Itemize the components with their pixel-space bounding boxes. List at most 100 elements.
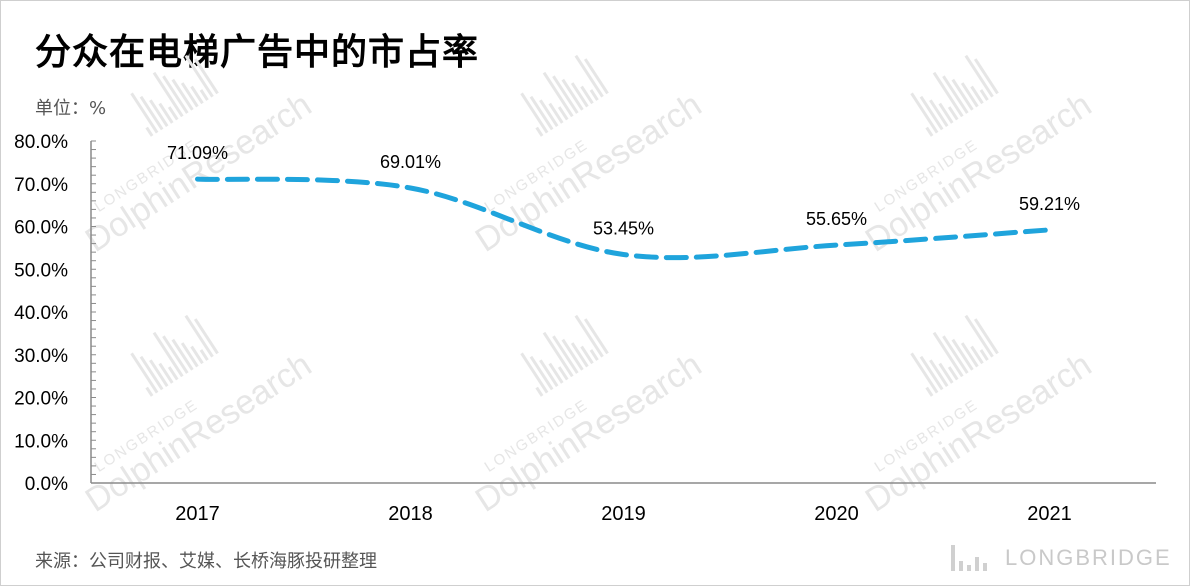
series-layer — [195, 176, 1052, 261]
watermark-bar — [162, 335, 189, 374]
watermark-bar — [929, 359, 949, 387]
series-line — [195, 176, 1052, 261]
watermark-bar — [951, 78, 974, 111]
watermark-bar — [942, 335, 969, 374]
data-label-layer: 71.09% 69.01% 53.45% 55.65% 59.21% — [167, 143, 1080, 238]
watermark-bar — [184, 54, 214, 98]
watermark-bar — [171, 78, 194, 111]
x-tick-label: 2017 — [175, 503, 220, 525]
watermark-bar — [979, 349, 989, 361]
watermark-bar — [193, 58, 219, 95]
watermark-bar — [190, 345, 204, 365]
watermark-text-large: DolphinResearch — [469, 86, 708, 260]
watermark-bars-icon — [520, 314, 609, 397]
brand-text: LONGBRIDGE — [1005, 545, 1172, 570]
watermark-bar — [919, 355, 944, 391]
watermark-bar — [557, 366, 569, 381]
watermark-bar — [552, 335, 579, 374]
watermark-bar — [139, 355, 164, 391]
watermark-bar — [539, 99, 559, 127]
watermark-bar — [193, 318, 219, 355]
watermark-bar — [925, 126, 934, 137]
watermark-bar — [162, 75, 189, 114]
watermark-bar — [919, 95, 944, 131]
data-label: 71.09% — [167, 143, 228, 163]
watermark-bar — [580, 345, 594, 365]
watermark-bar — [539, 359, 559, 387]
watermark-bar — [561, 338, 584, 371]
watermark-bar — [979, 89, 989, 101]
watermark-bar — [184, 314, 214, 358]
watermark-bar — [542, 71, 574, 118]
watermark-bar — [139, 95, 164, 131]
watermark-bar — [932, 331, 964, 378]
watermark-text-large: DolphinResearch — [79, 86, 318, 260]
chart-title: 分众在电梯广告中的市占率 — [35, 32, 480, 73]
watermark-bar — [960, 82, 979, 108]
watermark-bar — [529, 355, 554, 391]
watermark-bar — [171, 338, 194, 371]
watermark-bar — [520, 92, 549, 134]
watermark-bar — [535, 126, 544, 137]
watermark-bar — [583, 58, 609, 95]
watermark-text-large: DolphinResearch — [469, 346, 708, 520]
unit-label: 单位：% — [35, 98, 107, 119]
watermark-bar — [570, 342, 589, 368]
watermark-bar — [910, 352, 939, 394]
y-tick-label: 40.0% — [14, 303, 68, 324]
watermark-bar — [199, 89, 209, 101]
watermark-bar — [951, 338, 974, 371]
y-tick-label: 20.0% — [14, 389, 68, 410]
watermark-bar — [947, 106, 959, 121]
watermark-bar — [973, 58, 999, 95]
watermark-bar — [548, 102, 564, 124]
watermark-bar — [970, 85, 984, 105]
y-tick-label: 60.0% — [14, 218, 68, 239]
watermark-bar — [152, 71, 184, 118]
watermark-bar — [947, 366, 959, 381]
watermark-bar — [583, 318, 609, 355]
watermark-bar — [932, 71, 964, 118]
watermark-bar — [557, 106, 569, 121]
watermark-bar — [938, 362, 954, 384]
watermark-bar — [199, 349, 209, 361]
watermark-bar — [589, 349, 599, 361]
y-tick-label: 80.0% — [14, 132, 68, 153]
watermark-text-large: DolphinResearch — [859, 346, 1098, 520]
watermark-bar — [929, 99, 949, 127]
data-label: 59.21% — [1019, 194, 1080, 214]
watermark-bar — [158, 362, 174, 384]
watermark-bar — [130, 352, 159, 394]
watermark-bar — [145, 386, 154, 397]
y-tick-label: 30.0% — [14, 346, 68, 367]
watermark-bar — [570, 82, 589, 108]
x-tick-label: 2020 — [814, 503, 859, 525]
watermark-bar — [152, 331, 184, 378]
watermark-bar — [529, 95, 554, 131]
chart-axes: 0.0% 10.0% 20.0% 30.0% 40.0% 50.0% 60.0% 70.0% 8… — [14, 132, 1156, 525]
watermark-bar — [964, 314, 994, 358]
watermark-bar — [910, 92, 939, 134]
watermark-bar — [145, 126, 154, 137]
source-note: 来源：公司财报、艾媒、长桥海豚投研整理 — [35, 551, 377, 572]
data-label: 55.65% — [806, 209, 867, 229]
watermark-bars-icon — [910, 54, 999, 137]
x-tick-label: 2021 — [1027, 503, 1072, 525]
watermark-bar — [167, 366, 179, 381]
watermark-bars-icon — [130, 54, 219, 137]
watermark-bars-icon — [130, 314, 219, 397]
watermark-bar — [973, 318, 999, 355]
brand-bars-icon — [951, 545, 987, 571]
watermark-bar — [574, 314, 604, 358]
brand-logo: LONGBRIDGE — [943, 541, 1173, 575]
watermark-bar — [580, 85, 594, 105]
watermark-bar — [180, 82, 199, 108]
x-tick-label: 2019 — [601, 503, 646, 525]
data-label: 69.01% — [380, 152, 441, 172]
watermark-bar — [520, 352, 549, 394]
watermark-bar — [158, 102, 174, 124]
watermark-bar — [180, 342, 199, 368]
